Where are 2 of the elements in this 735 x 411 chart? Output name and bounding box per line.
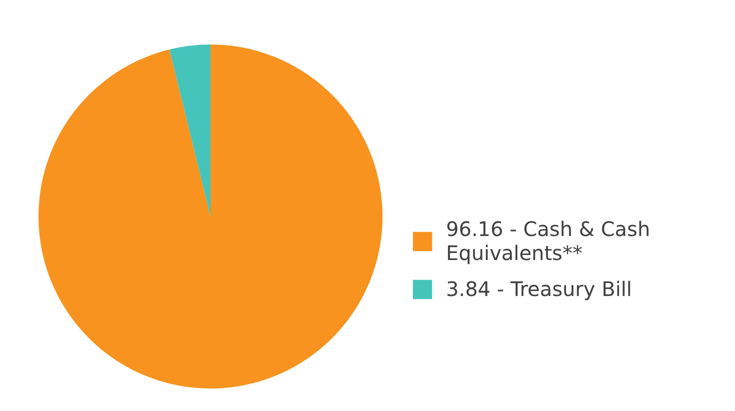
legend-label: 3.84 - Treasury Bill [446,277,632,301]
legend-label: 96.16 - Cash & Cash Equivalents** [446,217,650,265]
